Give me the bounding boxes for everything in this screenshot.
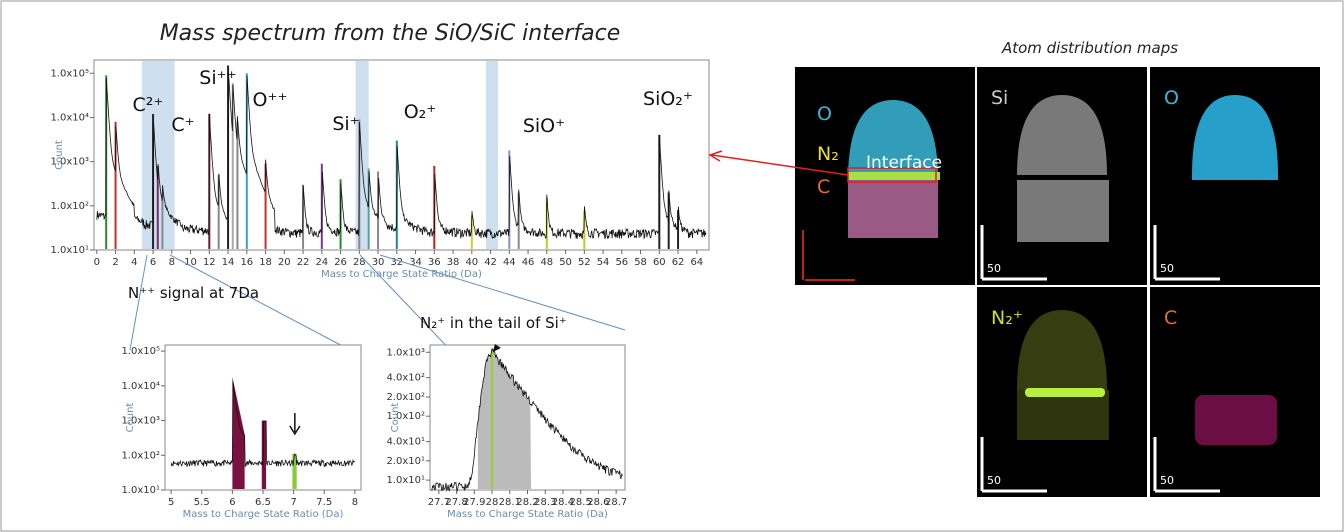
x-tick-label: 24 <box>315 257 328 268</box>
x-tick-label: 8 <box>169 257 175 268</box>
x-tick-label: 28 <box>486 497 499 508</box>
y-tick-label: 1.0x10¹ <box>386 475 425 486</box>
x-tick-label: 38 <box>447 257 460 268</box>
y-tick-label: 2.0x10² <box>386 392 425 403</box>
x-tick-label: 27.9 <box>463 497 485 508</box>
x-tick-label: 30 <box>372 257 385 268</box>
y-tick-label: 1.0x10² <box>50 201 89 212</box>
y-tick-label: 4.0x10¹ <box>386 437 425 448</box>
x-tick-label: 64 <box>690 257 703 268</box>
x-tick-label: 48 <box>540 257 553 268</box>
x-tick-label: 62 <box>672 257 685 268</box>
scale-label: 50 <box>1160 262 1174 275</box>
atom-cloud <box>1017 180 1109 242</box>
x-tick-label: 44 <box>503 257 516 268</box>
y-axis-label: Count <box>54 140 65 170</box>
x-tick-label: 14 <box>222 257 235 268</box>
x-tick-label: 40 <box>465 257 478 268</box>
x-tick-label: 8 <box>352 497 358 508</box>
x-tick-label: 4 <box>131 257 137 268</box>
x-tick-label: 28.7 <box>605 497 627 508</box>
y-tick-label: 1.0x10² <box>121 450 160 461</box>
x-tick-label: 6 <box>229 497 235 508</box>
x-tick-label: 58 <box>634 257 647 268</box>
element-label: C <box>817 176 830 198</box>
element-label: N₂⁺ <box>991 307 1023 329</box>
peak-label: O₂⁺ <box>404 101 437 123</box>
peak-label: SiO₂⁺ <box>643 88 693 110</box>
y-tick-label: 1.0x10⁴ <box>121 381 160 392</box>
y-tick-label: 1.0x10¹ <box>50 245 89 256</box>
element-label: Si <box>991 87 1008 109</box>
scale-label: 50 <box>987 262 1001 275</box>
atom-band <box>848 172 940 180</box>
x-axis-label: Mass to Charge State Ratio (Da) <box>447 509 608 520</box>
x-tick-label: 42 <box>484 257 497 268</box>
figure: Mass spectrum from the SiO/SiC interface… <box>0 0 1344 532</box>
x-tick-label: 20 <box>278 257 291 268</box>
element-label: O <box>817 103 832 125</box>
x-tick-label: 5.5 <box>194 497 210 508</box>
element-label: N₂ <box>817 143 839 165</box>
inset-title: N₂⁺ in the tail of Si⁺ <box>420 314 567 332</box>
interface-label: Interface <box>866 153 942 173</box>
y-tick-label: 1.0x10⁴ <box>50 112 89 123</box>
x-tick-label: 6.5 <box>255 497 271 508</box>
peak-label: Si⁺ <box>332 113 359 135</box>
peak-fill <box>262 421 266 489</box>
x-tick-label: 60 <box>653 257 666 268</box>
atom-cloud <box>1195 395 1277 445</box>
x-tick-label: 54 <box>597 257 610 268</box>
x-tick-label: 52 <box>578 257 591 268</box>
x-tick-label: 56 <box>615 257 628 268</box>
x-tick-label: 7.5 <box>316 497 332 508</box>
element-label: O <box>1164 87 1179 109</box>
x-tick-label: 12 <box>203 257 216 268</box>
x-tick-label: 26 <box>334 257 347 268</box>
highlight-band <box>486 61 498 249</box>
y-tick-label: 1.0x10¹ <box>121 485 160 496</box>
y-tick-label: 1.0x10⁵ <box>121 346 160 357</box>
x-axis-label: Mass to Charge State Ratio (Da) <box>183 509 344 520</box>
atom-band <box>1025 388 1105 397</box>
x-tick-label: 46 <box>522 257 535 268</box>
atom-cloud <box>848 180 938 238</box>
x-tick-label: 18 <box>259 257 272 268</box>
y-axis-label: Count <box>390 403 401 433</box>
scale-label: 50 <box>1160 474 1174 487</box>
x-tick-label: 6 <box>150 257 156 268</box>
figure-title: Mass spectrum from the SiO/SiC interface <box>160 21 621 46</box>
y-tick-label: 1.0x10³ <box>386 347 425 358</box>
peak-label: O⁺⁺ <box>252 89 287 111</box>
x-tick-label: 50 <box>559 257 572 268</box>
y-tick-label: 1.0x10⁵ <box>50 68 89 79</box>
x-tick-label: 5 <box>168 497 174 508</box>
peak-label: C⁺ <box>171 114 194 136</box>
atom-cloud <box>1017 390 1109 440</box>
x-tick-label: 0 <box>94 257 100 268</box>
x-tick-label: 2 <box>112 257 118 268</box>
x-tick-label: 16 <box>240 257 253 268</box>
plot-frame <box>94 60 709 250</box>
element-label: C <box>1164 307 1177 329</box>
y-axis-label: Count <box>125 403 136 433</box>
peak-label: Si⁺⁺ <box>199 67 236 89</box>
atom-cloud <box>1192 175 1278 180</box>
y-tick-label: 4.0x10² <box>386 373 425 384</box>
inset-title: N⁺⁺ signal at 7Da <box>128 284 259 302</box>
x-tick-label: 22 <box>297 257 310 268</box>
x-tick-label: 7 <box>290 497 296 508</box>
highlight-band <box>356 61 369 249</box>
maps-title: Atom distribution maps <box>1001 39 1178 57</box>
peak-label: SiO⁺ <box>523 115 565 137</box>
y-tick-label: 2.0x10¹ <box>386 456 425 467</box>
peak-label: C²⁺ <box>133 94 164 116</box>
scale-label: 50 <box>987 474 1001 487</box>
x-tick-label: 36 <box>428 257 441 268</box>
